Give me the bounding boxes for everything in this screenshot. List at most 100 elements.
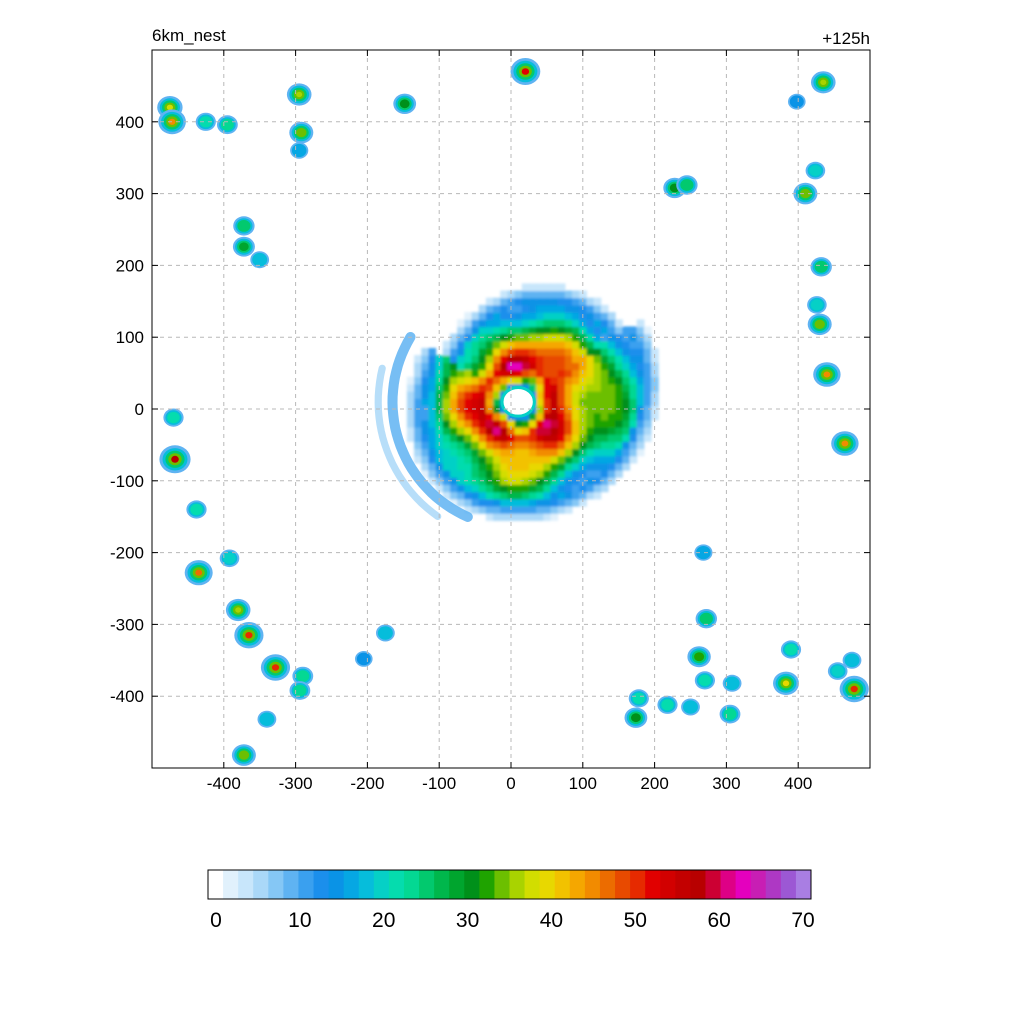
field-cell xyxy=(442,448,451,457)
field-cell xyxy=(507,340,516,349)
y-tick-label: 0 xyxy=(135,400,144,419)
field-cell xyxy=(536,290,544,299)
colorbar-swatch xyxy=(283,870,299,899)
field-cell xyxy=(615,326,623,335)
field-cell xyxy=(557,319,566,328)
field-cell xyxy=(450,412,458,421)
field-cell xyxy=(564,426,573,435)
field-cell xyxy=(543,304,552,313)
field-cell xyxy=(450,369,458,378)
convective-cell xyxy=(793,182,818,205)
field-cell xyxy=(550,426,559,435)
field-cell xyxy=(450,405,458,414)
field-cell xyxy=(414,448,422,457)
field-cell xyxy=(428,391,437,399)
field-cell xyxy=(529,304,537,313)
field-cell xyxy=(593,348,602,356)
field-cell xyxy=(457,355,465,363)
x-tick-label: 100 xyxy=(569,774,597,793)
field-cell xyxy=(550,498,559,507)
field-cell xyxy=(421,369,430,378)
field-cell xyxy=(514,326,523,335)
y-tick-label: -200 xyxy=(110,544,144,563)
field-cell xyxy=(521,441,530,450)
field-cell xyxy=(457,434,465,442)
rainband xyxy=(387,331,473,522)
x-tick-label: -400 xyxy=(207,774,241,793)
field-cell xyxy=(536,369,544,378)
field-cell xyxy=(543,383,552,392)
field-cell xyxy=(529,369,537,378)
field-cell xyxy=(442,376,451,385)
colorbar-swatch xyxy=(419,870,435,899)
field-cell xyxy=(536,412,544,421)
field-cell xyxy=(529,362,537,371)
field-cell xyxy=(622,383,631,392)
y-tick-label: -100 xyxy=(110,472,144,491)
field-cell xyxy=(593,405,602,414)
field-cell xyxy=(550,369,559,378)
field-cell xyxy=(493,383,501,392)
field-cell xyxy=(521,513,530,521)
field-cell xyxy=(543,412,552,421)
field-cell xyxy=(529,383,537,392)
field-cell xyxy=(607,355,616,363)
field-cell xyxy=(622,376,631,385)
field-cell xyxy=(478,491,487,500)
field-cell xyxy=(450,426,458,435)
field-cell xyxy=(514,462,523,471)
field-cell xyxy=(550,283,559,292)
colorbar-swatch xyxy=(358,870,375,899)
field-cell xyxy=(572,412,580,421)
field-cell xyxy=(471,426,480,435)
field-cell xyxy=(514,491,523,500)
field-cell xyxy=(514,513,523,521)
field-cell xyxy=(643,383,652,392)
field-cell xyxy=(557,283,566,292)
field-cell xyxy=(593,333,602,342)
field-cell xyxy=(550,355,559,363)
field-cell xyxy=(629,448,638,457)
convective-cell xyxy=(286,83,312,106)
field-cell xyxy=(521,340,530,349)
field-cell xyxy=(579,484,587,493)
field-cell xyxy=(493,462,501,471)
field-cell xyxy=(536,448,544,457)
field-cell xyxy=(521,412,530,421)
field-cell xyxy=(543,340,552,349)
field-cell xyxy=(414,376,422,385)
field-cell xyxy=(607,340,616,349)
field-cell xyxy=(607,326,616,335)
field-cell xyxy=(550,304,559,313)
field-cell xyxy=(521,491,530,500)
field-cell xyxy=(586,362,595,371)
field-cell xyxy=(629,383,638,392)
field-cell xyxy=(464,505,473,514)
field-cell xyxy=(442,405,451,414)
field-cell xyxy=(521,290,530,299)
field-cell xyxy=(457,455,465,464)
field-cell xyxy=(550,513,559,521)
field-cell xyxy=(493,455,501,464)
field-cell xyxy=(622,355,631,363)
field-cell xyxy=(428,412,437,421)
field-cell xyxy=(529,462,537,471)
field-cell xyxy=(536,513,544,521)
field-cell xyxy=(428,355,437,363)
field-cell xyxy=(615,448,623,457)
field-cell xyxy=(543,426,552,435)
field-cell xyxy=(464,498,473,507)
field-cell xyxy=(622,426,631,435)
field-cell xyxy=(529,426,537,435)
field-cell xyxy=(514,505,523,514)
field-cell xyxy=(485,383,494,392)
field-cell xyxy=(435,426,444,435)
convective-cell xyxy=(805,161,826,180)
field-cell xyxy=(572,477,580,485)
field-cell xyxy=(457,340,465,349)
field-cell xyxy=(572,455,580,464)
field-cell xyxy=(529,441,537,450)
field-cell xyxy=(615,319,623,328)
field-cell xyxy=(464,333,473,342)
field-cell xyxy=(414,369,422,378)
